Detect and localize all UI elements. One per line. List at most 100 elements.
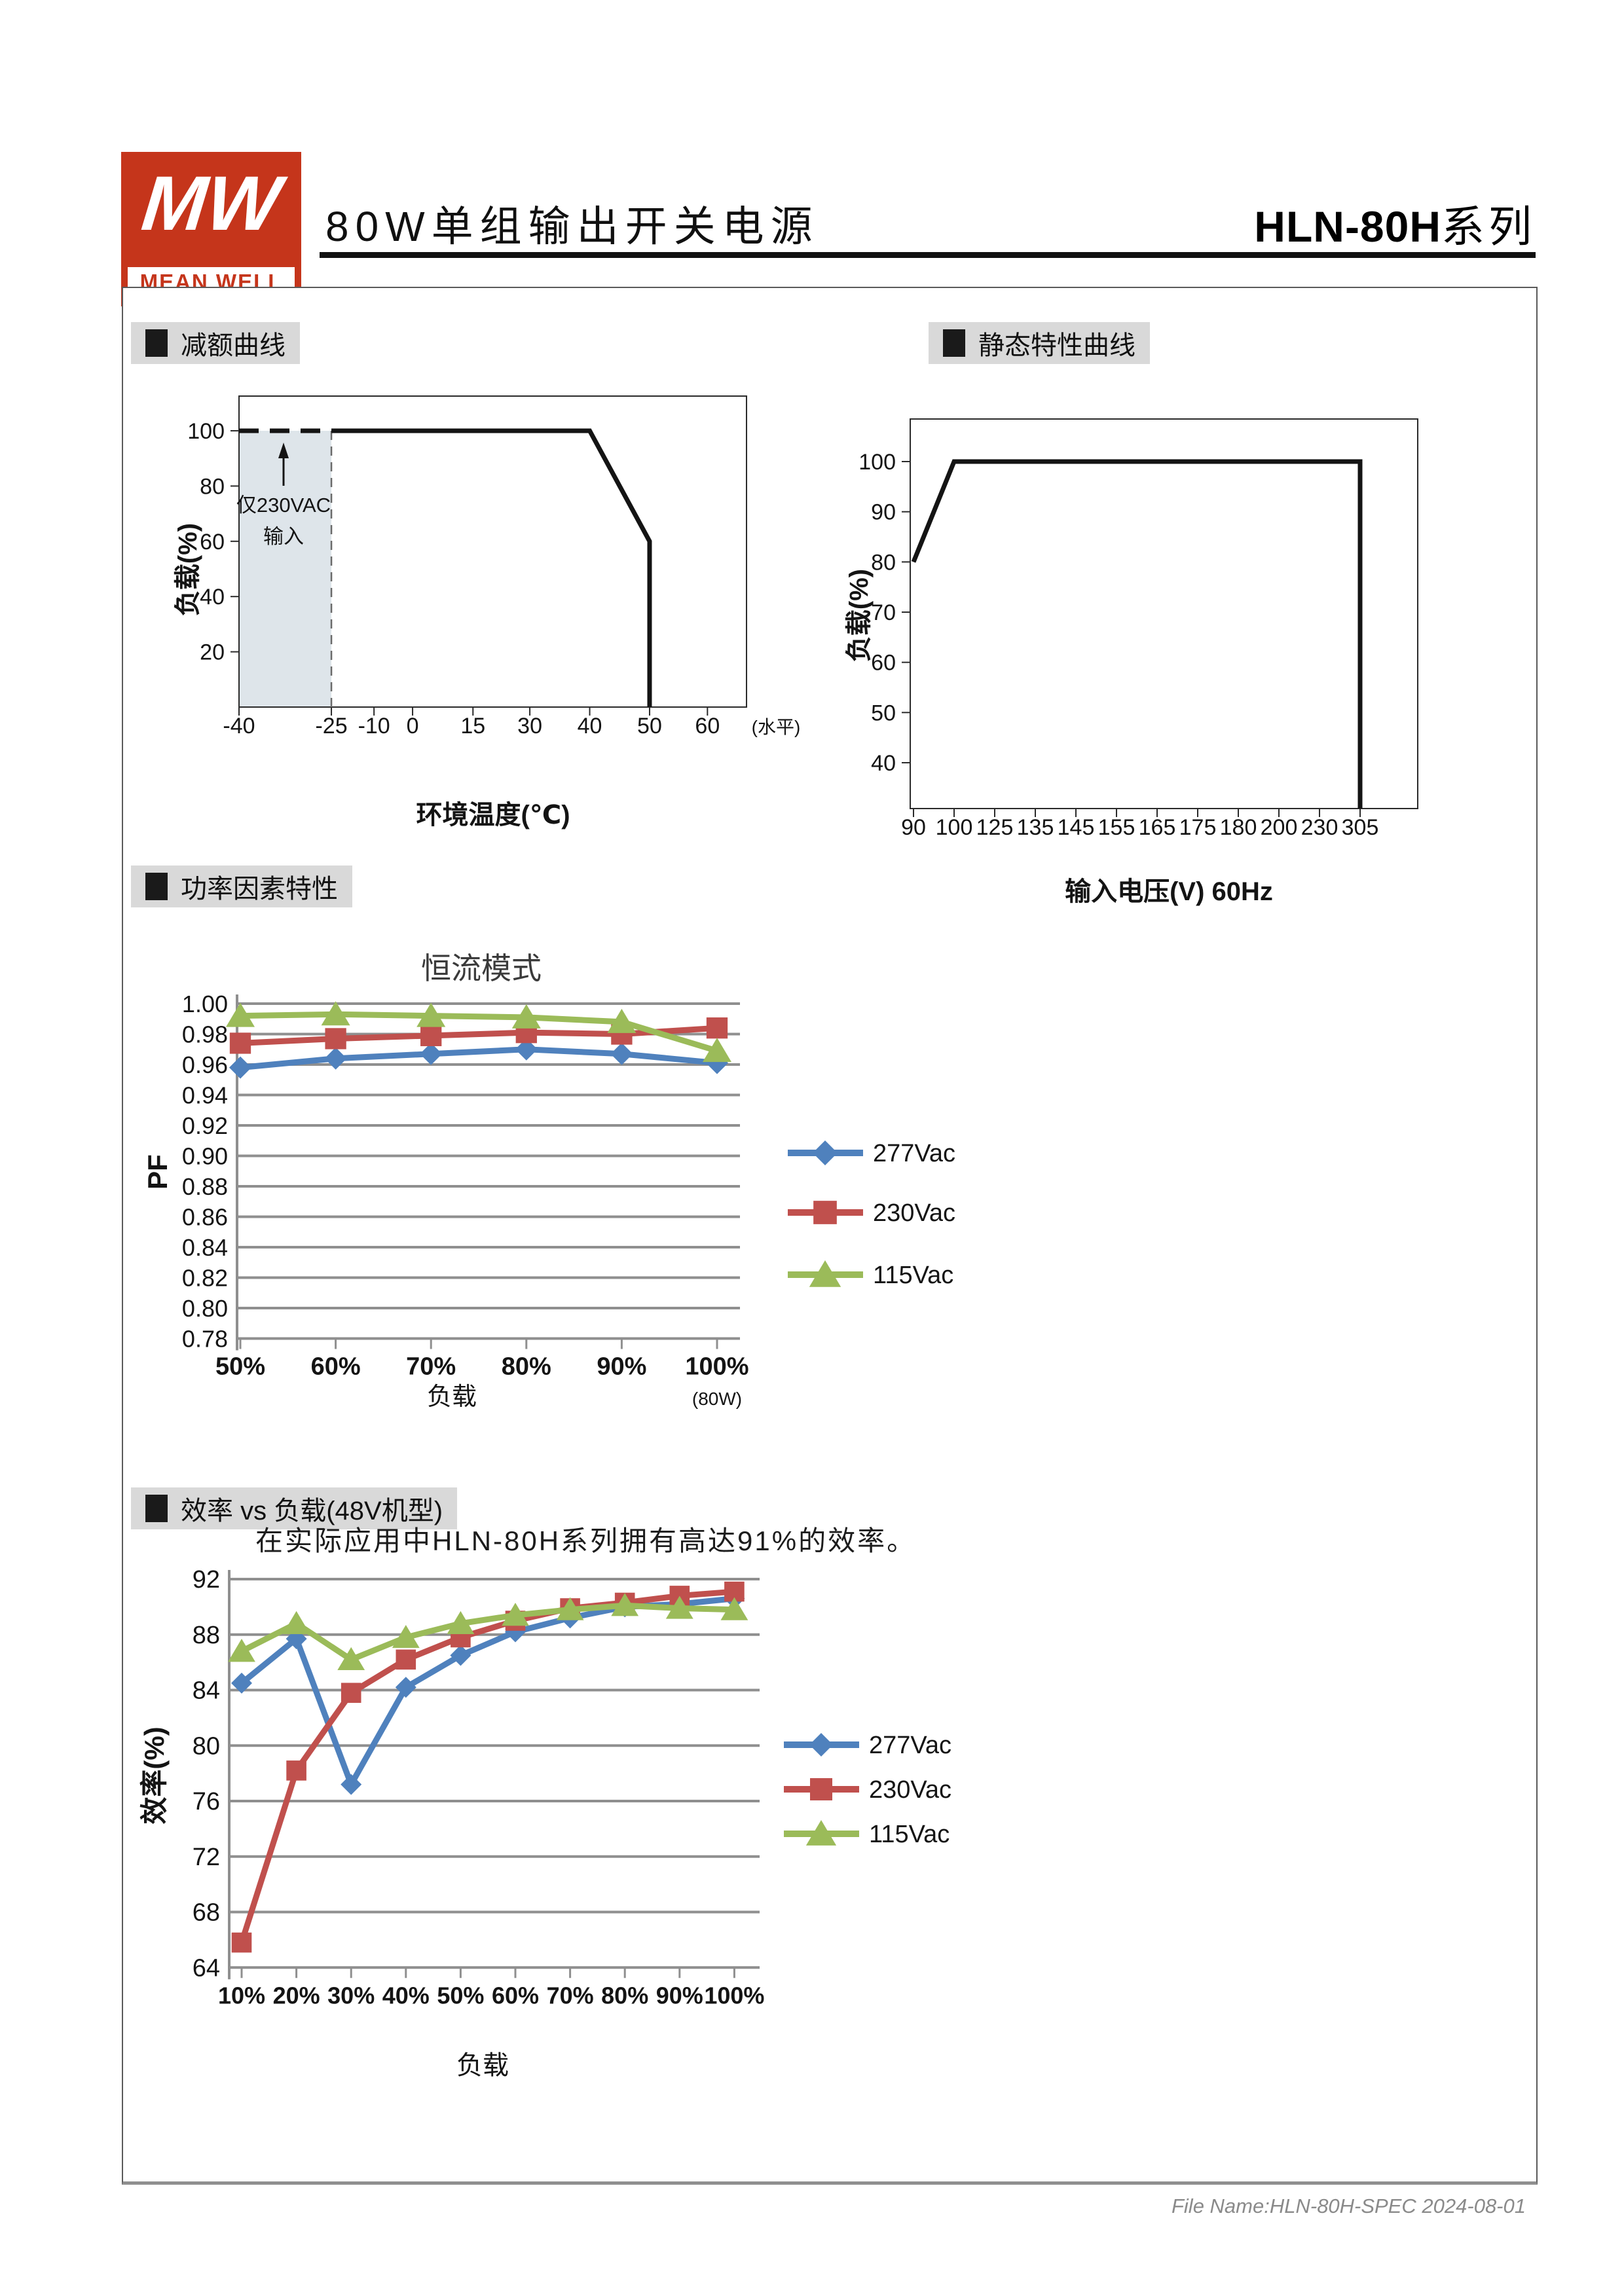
- svg-text:50: 50: [871, 701, 896, 725]
- content-frame: [122, 287, 1538, 2185]
- svg-text:60%: 60%: [311, 1353, 361, 1381]
- svg-text:100: 100: [187, 419, 225, 444]
- svg-text:100: 100: [936, 815, 973, 840]
- svg-text:60%: 60%: [492, 1982, 539, 2009]
- section-header-derating: 减额曲线: [131, 322, 300, 364]
- svg-text:165: 165: [1139, 815, 1176, 840]
- svg-text:80%: 80%: [601, 1982, 648, 2009]
- svg-text:84: 84: [193, 1677, 220, 1705]
- title-underline: [320, 252, 1536, 258]
- section-marker-icon: [145, 873, 168, 900]
- svg-text:60: 60: [200, 530, 225, 555]
- svg-text:15: 15: [460, 714, 485, 738]
- svg-text:0.88: 0.88: [182, 1173, 228, 1200]
- svg-text:负载(%): 负载(%): [845, 569, 874, 662]
- svg-text:100%: 100%: [685, 1353, 748, 1381]
- svg-text:-25: -25: [315, 714, 347, 738]
- section-label: 功率因素特性: [181, 875, 338, 903]
- svg-text:70%: 70%: [406, 1353, 456, 1381]
- svg-text:70%: 70%: [547, 1982, 594, 2009]
- svg-text:88: 88: [193, 1622, 220, 1649]
- svg-text:PF: PF: [142, 1154, 173, 1190]
- svg-text:0.90: 0.90: [182, 1143, 228, 1170]
- svg-text:100: 100: [858, 450, 896, 475]
- svg-text:90%: 90%: [597, 1353, 646, 1381]
- svg-text:0: 0: [407, 714, 419, 738]
- svg-text:277Vac: 277Vac: [869, 1732, 951, 1759]
- svg-text:0.98: 0.98: [182, 1021, 228, 1048]
- section-header-efficiency: 效率 vs 负载(48V机型): [131, 1487, 458, 1529]
- svg-text:40%: 40%: [382, 1982, 430, 2009]
- svg-text:50: 50: [637, 714, 662, 738]
- svg-text:50%: 50%: [437, 1982, 484, 2009]
- series-model: HLN-80H: [1254, 202, 1441, 251]
- svg-text:0.92: 0.92: [182, 1112, 228, 1139]
- section-label: 效率 vs 负载(48V机型): [181, 1497, 443, 1525]
- svg-text:30: 30: [517, 714, 542, 738]
- svg-text:输入: 输入: [263, 525, 304, 548]
- efficiency-note: 在实际应用中HLN-80H系列拥有高达91%的效率。: [255, 1525, 917, 1556]
- svg-text:20%: 20%: [273, 1982, 320, 2009]
- section-marker-icon: [145, 1495, 168, 1522]
- svg-text:0.84: 0.84: [182, 1234, 228, 1261]
- svg-text:仅230VAC: 仅230VAC: [236, 494, 331, 517]
- svg-text:40: 40: [871, 751, 896, 776]
- svg-text:输入电压(V) 60Hz: 输入电压(V) 60Hz: [1065, 877, 1273, 906]
- pf-chart: 1.00 0.98 0.96 0.94 0.92 0.90 0.88 0.86 0.84 0.82…: [142, 951, 955, 1411]
- svg-text:-40: -40: [223, 714, 255, 738]
- section-header-pf: 功率因素特性: [131, 866, 352, 907]
- svg-text:负载: 负载: [427, 1383, 477, 1411]
- svg-text:环境温度(℃): 环境温度(℃): [416, 801, 570, 829]
- svg-text:80: 80: [193, 1732, 220, 1760]
- svg-text:92: 92: [193, 1566, 220, 1594]
- svg-text:70: 70: [871, 600, 896, 625]
- svg-text:40: 40: [578, 714, 602, 738]
- section-label: 减额曲线: [181, 331, 286, 360]
- series-title: HLN-80H系列: [1254, 192, 1536, 255]
- svg-text:(80W): (80W): [692, 1389, 742, 1409]
- series-suffix: 系列: [1441, 202, 1536, 251]
- svg-text:0.78: 0.78: [182, 1326, 228, 1353]
- svg-text:0.80: 0.80: [182, 1295, 228, 1322]
- svg-text:175: 175: [1179, 815, 1217, 840]
- svg-text:76: 76: [193, 1788, 220, 1815]
- svg-text:0.86: 0.86: [182, 1204, 228, 1231]
- section-label: 静态特性曲线: [978, 331, 1135, 360]
- svg-text:180: 180: [1220, 815, 1257, 840]
- svg-text:230Vac: 230Vac: [869, 1776, 951, 1804]
- svg-text:64: 64: [193, 1954, 220, 1982]
- svg-text:80%: 80%: [502, 1353, 551, 1381]
- svg-text:80: 80: [200, 474, 225, 499]
- mean-well-logo: MW MEAN WELL: [121, 152, 301, 306]
- svg-text:(水平): (水平): [752, 717, 801, 737]
- svg-text:恒流模式: 恒流模式: [421, 951, 542, 985]
- svg-text:68: 68: [193, 1899, 220, 1927]
- svg-text:40: 40: [200, 585, 225, 610]
- svg-text:0.94: 0.94: [182, 1082, 228, 1109]
- derating-chart: 仅230VAC 输入 -40 -25 -10 0 15 30 40 50 60 (水平) 20 40 60 8…: [174, 395, 801, 829]
- svg-text:90: 90: [901, 815, 926, 840]
- svg-text:115Vac: 115Vac: [869, 1821, 950, 1848]
- svg-text:277Vac: 277Vac: [873, 1140, 955, 1167]
- svg-text:0.82: 0.82: [182, 1265, 228, 1292]
- svg-text:80: 80: [871, 550, 896, 575]
- svg-text:115Vac: 115Vac: [873, 1262, 953, 1289]
- svg-text:30%: 30%: [327, 1982, 375, 2009]
- svg-text:230Vac: 230Vac: [873, 1199, 955, 1227]
- svg-text:负载: 负载: [456, 2051, 509, 2080]
- section-marker-icon: [145, 329, 168, 357]
- page-title: 80W单组输出开关电源: [325, 203, 819, 250]
- svg-text:72: 72: [193, 1844, 220, 1871]
- svg-text:305: 305: [1342, 815, 1379, 840]
- svg-text:90%: 90%: [656, 1982, 703, 2009]
- svg-text:60: 60: [871, 651, 896, 676]
- svg-text:90: 90: [871, 500, 896, 525]
- svg-text:100%: 100%: [704, 1982, 764, 2009]
- svg-text:0.96: 0.96: [182, 1051, 228, 1078]
- svg-text:155: 155: [1098, 815, 1135, 840]
- svg-text:135: 135: [1017, 815, 1054, 840]
- svg-text:负载(%): 负载(%): [174, 523, 202, 616]
- file-name-footer: File Name:HLN-80H-SPEC 2024-08-01: [1171, 2195, 1526, 2217]
